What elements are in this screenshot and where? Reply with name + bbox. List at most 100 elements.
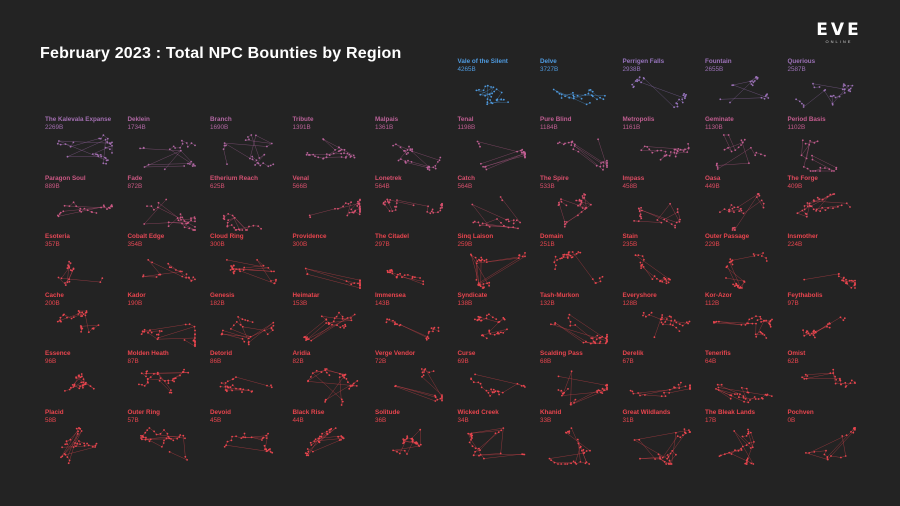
- system-node: [275, 278, 277, 281]
- system-node: [421, 371, 424, 374]
- system-node: [678, 220, 680, 223]
- jump-link: [802, 329, 804, 336]
- system-node: [596, 391, 599, 394]
- system-node: [683, 148, 686, 151]
- system-node: [266, 145, 268, 148]
- region-name: Pure Blind: [540, 116, 572, 123]
- jump-link: [411, 161, 430, 167]
- system-node: [756, 318, 759, 321]
- system-node: [224, 385, 227, 388]
- system-node: [394, 384, 397, 387]
- system-node: [241, 391, 243, 393]
- system-node: [159, 432, 161, 435]
- jump-link: [729, 262, 741, 288]
- system-node: [466, 432, 469, 434]
- system-node: [473, 318, 476, 320]
- jump-link: [232, 267, 275, 284]
- system-node: [486, 101, 488, 104]
- system-node: [247, 389, 250, 391]
- system-node: [395, 205, 398, 208]
- system-node: [224, 382, 227, 384]
- system-node: [97, 155, 100, 158]
- system-node: [592, 340, 595, 342]
- jump-link: [486, 87, 494, 100]
- system-node: [193, 165, 196, 167]
- system-node: [740, 386, 743, 389]
- system-node: [749, 431, 752, 433]
- system-node: [501, 331, 504, 334]
- region-name: Etherium Reach: [210, 174, 258, 182]
- jump-link: [668, 388, 690, 394]
- system-node: [718, 454, 721, 457]
- system-node: [101, 277, 104, 280]
- system-node: [185, 458, 188, 461]
- jump-link: [411, 429, 421, 439]
- region-panel: Kor-Azor 112B: [705, 292, 787, 350]
- system-node: [351, 384, 354, 386]
- system-node: [606, 164, 608, 167]
- jump-link: [140, 435, 162, 447]
- system-node: [242, 269, 245, 271]
- region-bounty-value: 33B: [540, 416, 552, 424]
- system-node: [762, 202, 765, 204]
- system-node: [485, 261, 488, 263]
- system-node: [225, 443, 228, 446]
- system-node: [494, 431, 496, 434]
- system-node: [392, 449, 394, 451]
- system-node: [439, 206, 442, 209]
- region-bounty-value: 229B: [705, 241, 720, 248]
- jump-link: [589, 89, 601, 98]
- region-map: [219, 376, 273, 393]
- system-node: [655, 218, 658, 221]
- system-node: [800, 209, 803, 211]
- jump-link: [479, 432, 496, 450]
- system-node: [358, 281, 361, 284]
- system-node: [557, 142, 559, 145]
- system-node: [635, 80, 638, 83]
- jump-link: [561, 391, 598, 396]
- jump-link: [480, 452, 501, 455]
- system-node: [147, 163, 149, 166]
- system-node: [309, 441, 312, 444]
- system-node: [61, 454, 64, 457]
- region-bounty-value: 1102B: [787, 124, 806, 131]
- system-node: [810, 154, 813, 157]
- jump-link: [249, 135, 257, 159]
- jump-link: [263, 162, 269, 167]
- system-node: [87, 330, 90, 333]
- system-node: [740, 207, 742, 210]
- system-node: [570, 402, 572, 404]
- jump-link: [575, 447, 581, 463]
- system-node: [251, 158, 254, 161]
- jump-link: [846, 283, 851, 288]
- region-bounty-value: 872B: [127, 182, 143, 190]
- system-node: [468, 441, 470, 443]
- system-node: [520, 151, 523, 154]
- jump-link: [743, 199, 762, 214]
- system-node: [741, 435, 744, 437]
- jump-link: [395, 385, 436, 398]
- region-name: The Spire: [540, 174, 569, 182]
- jump-link: [756, 196, 764, 208]
- jump-link: [830, 455, 841, 458]
- system-node: [411, 275, 414, 278]
- system-node: [333, 207, 336, 210]
- region-bounty-value: 357B: [45, 241, 60, 248]
- system-node: [85, 309, 88, 312]
- system-node: [584, 93, 587, 96]
- jump-link: [644, 394, 662, 397]
- system-node: [558, 203, 561, 205]
- system-node: [59, 143, 62, 146]
- system-node: [751, 84, 754, 87]
- system-node: [810, 332, 813, 334]
- system-node: [349, 283, 352, 286]
- system-node: [262, 436, 265, 438]
- system-node: [665, 282, 667, 285]
- system-node: [566, 257, 569, 259]
- system-node: [763, 333, 766, 336]
- region-name: Cobalt Edge: [127, 233, 165, 240]
- system-node: [473, 373, 476, 376]
- system-node: [755, 195, 758, 198]
- system-node: [67, 461, 70, 464]
- system-node: [771, 318, 773, 320]
